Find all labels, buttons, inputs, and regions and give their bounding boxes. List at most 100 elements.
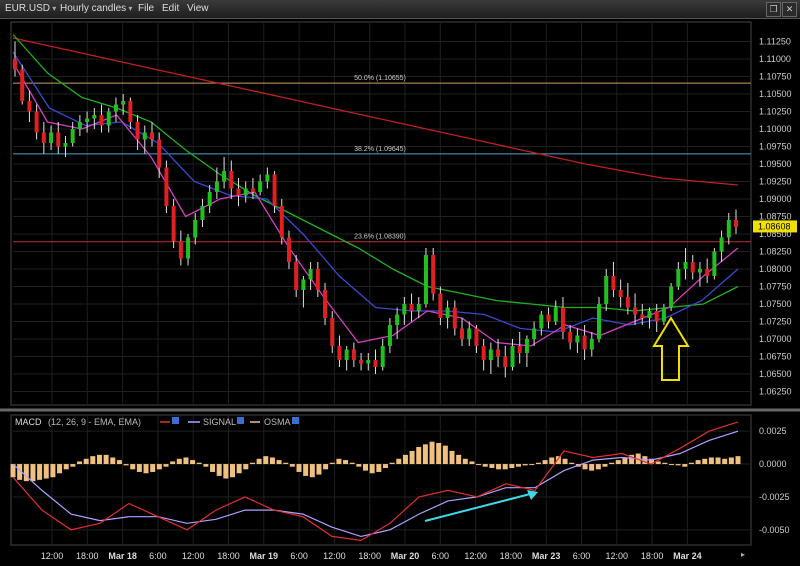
candle-body bbox=[597, 304, 602, 339]
up-arrow-annotation bbox=[652, 316, 690, 381]
candle-body bbox=[560, 307, 565, 332]
osma-visibility-checkbox[interactable] bbox=[292, 417, 299, 424]
osma-bar bbox=[23, 464, 29, 482]
candle-body bbox=[460, 328, 465, 339]
osma-bar bbox=[369, 464, 375, 474]
menu-edit[interactable]: Edit bbox=[162, 3, 180, 14]
candle-body bbox=[41, 132, 46, 143]
osma-bar bbox=[150, 464, 156, 472]
candle-body bbox=[99, 115, 104, 126]
candle-body bbox=[214, 181, 219, 192]
candle-body bbox=[705, 269, 710, 276]
price-tick-label: 1.09000 bbox=[759, 194, 792, 204]
candle-body bbox=[496, 349, 501, 357]
osma-bar bbox=[269, 457, 275, 465]
time-tick-label: 12:00 bbox=[323, 551, 346, 561]
moving-averages bbox=[12, 34, 739, 347]
candle-body bbox=[438, 293, 443, 318]
trend-arrow-line bbox=[424, 492, 535, 522]
candle-body bbox=[149, 132, 154, 140]
osma-bar bbox=[223, 464, 229, 479]
close-icon[interactable]: ✕ bbox=[782, 2, 797, 17]
osma-bar bbox=[210, 464, 216, 472]
osma-bar bbox=[436, 443, 442, 465]
price-tick-label: 1.09750 bbox=[759, 142, 792, 152]
candle-body bbox=[301, 279, 306, 290]
osma-bar bbox=[655, 461, 661, 465]
time-tick-label: 18:00 bbox=[500, 551, 523, 561]
candle-body bbox=[34, 111, 39, 133]
price-tick-label: 1.06500 bbox=[759, 369, 792, 379]
candle-body bbox=[625, 297, 630, 308]
osma-bar bbox=[555, 456, 561, 465]
osma-bar bbox=[529, 464, 535, 466]
candle-body bbox=[92, 115, 97, 119]
osma-bar bbox=[382, 464, 388, 468]
macd-panel-frame bbox=[10, 414, 752, 546]
time-tick-label: 6:00 bbox=[149, 551, 167, 561]
osma-bar bbox=[156, 464, 162, 470]
candle-body bbox=[654, 311, 659, 322]
osma-bar bbox=[715, 457, 721, 465]
osma-bar bbox=[249, 462, 255, 465]
symbol-dropdown[interactable]: EUR.USD bbox=[5, 3, 56, 14]
osma-bar bbox=[190, 460, 196, 465]
osma-bar bbox=[562, 458, 568, 465]
candle-body bbox=[128, 101, 133, 122]
macd-tick-label: 0.0000 bbox=[759, 459, 787, 469]
osma-bar bbox=[622, 457, 628, 465]
menu-view[interactable]: View bbox=[187, 3, 209, 14]
osma-bar bbox=[402, 454, 408, 465]
timeframe-dropdown[interactable]: Hourly candles bbox=[60, 3, 132, 14]
candle-body bbox=[106, 111, 111, 126]
osma-bar bbox=[43, 464, 49, 479]
candle-body bbox=[726, 220, 731, 238]
fib-level-label: 38.2% (1.09645) bbox=[354, 146, 406, 153]
menu-file[interactable]: File bbox=[138, 3, 155, 14]
osma-bar bbox=[629, 454, 635, 465]
candle-body bbox=[315, 269, 320, 290]
osma-bar bbox=[389, 462, 395, 465]
detach-window-icon[interactable]: ❐ bbox=[766, 2, 781, 17]
candle-body bbox=[568, 332, 573, 343]
candle-body bbox=[423, 255, 428, 304]
osma-bar bbox=[77, 461, 83, 465]
osma-label: OSMA bbox=[264, 417, 291, 427]
time-tick-label: 12:00 bbox=[606, 551, 629, 561]
candle-body bbox=[70, 129, 75, 143]
osma-bar bbox=[668, 464, 674, 466]
osma-bar bbox=[10, 464, 16, 478]
osma-bar bbox=[30, 464, 36, 482]
macd-visibility-checkbox[interactable] bbox=[172, 417, 179, 424]
candle-body bbox=[524, 339, 529, 353]
title-bar: EUR.USD Hourly candles File Edit View ❐ … bbox=[0, 0, 800, 19]
candle-body bbox=[697, 269, 702, 273]
time-tick-label: 6:00 bbox=[573, 551, 591, 561]
candle-body bbox=[265, 174, 270, 182]
candle-body bbox=[279, 206, 284, 238]
osma-bar bbox=[535, 462, 541, 465]
osma-bar bbox=[615, 460, 621, 465]
price-tick-label: 1.11250 bbox=[759, 37, 791, 47]
osma-bar bbox=[396, 458, 402, 465]
osma-bar bbox=[203, 464, 209, 467]
osma-bar bbox=[90, 456, 96, 465]
osma-bar bbox=[130, 464, 136, 470]
scroll-right-icon[interactable]: ▸ bbox=[741, 550, 746, 559]
candle-body bbox=[337, 346, 342, 360]
osma-bar bbox=[303, 464, 309, 476]
candle-body bbox=[77, 122, 82, 129]
price-tick-label: 1.11000 bbox=[759, 54, 791, 64]
annotations bbox=[424, 316, 690, 522]
price-tick-label: 1.09500 bbox=[759, 159, 792, 169]
candle-body bbox=[373, 360, 378, 367]
ma-fast-line bbox=[12, 51, 739, 333]
candle-body bbox=[323, 290, 328, 318]
price-tick-label: 1.07000 bbox=[759, 334, 792, 344]
osma-bar bbox=[469, 461, 475, 465]
osma-bar bbox=[609, 462, 615, 465]
signal-visibility-checkbox[interactable] bbox=[237, 417, 244, 424]
candle-body bbox=[13, 59, 17, 70]
candle-body bbox=[351, 349, 356, 360]
